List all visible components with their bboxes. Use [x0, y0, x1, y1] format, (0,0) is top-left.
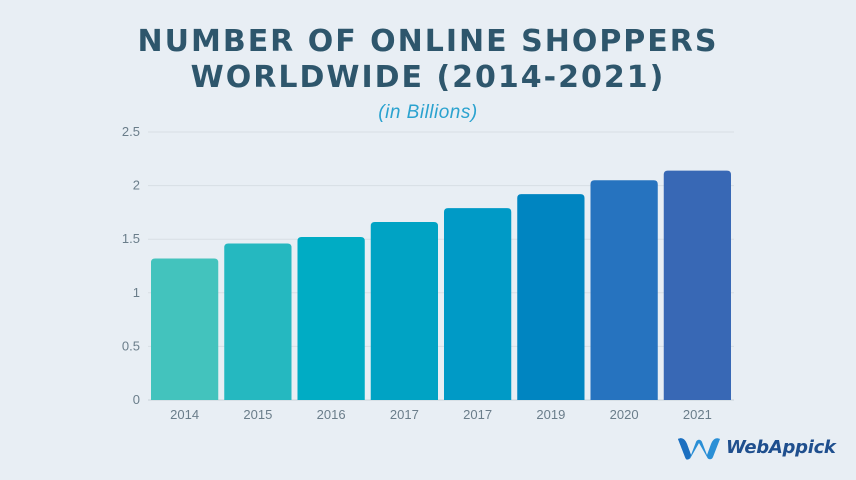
bar: [663, 170, 731, 400]
y-tick-label: 0.5: [122, 338, 140, 353]
y-tick-label: 0: [133, 392, 140, 407]
wave-w-icon: [678, 438, 720, 460]
bar: [151, 258, 219, 400]
x-tick-label: 2021: [683, 407, 712, 422]
x-tick-label: 2017: [463, 407, 492, 422]
bar: [297, 237, 365, 400]
x-tick-label: 2016: [317, 407, 346, 422]
chart-title-line-2: WORLDWIDE (2014-2021): [190, 60, 666, 95]
bar: [590, 180, 658, 400]
y-tick-label: 2: [133, 178, 140, 193]
bars: [151, 170, 731, 400]
bar: [224, 243, 292, 400]
webappick-logo[interactable]: WebAppick: [676, 432, 836, 462]
y-axis: 0 0.5 1 1.5 2 2.5: [122, 124, 140, 407]
bar: [444, 208, 512, 400]
x-tick-label: 2019: [536, 407, 565, 422]
x-axis: 2014 2015 2016 2017 2017 2019 2020 2021: [170, 407, 712, 422]
y-tick-label: 1: [133, 285, 140, 300]
chart-title-line-1: NUMBER OF ONLINE SHOPPERS: [137, 24, 719, 59]
y-tick-label: 1.5: [122, 231, 140, 246]
x-tick-label: 2020: [610, 407, 639, 422]
y-tick-label: 2.5: [122, 124, 140, 139]
bar: [517, 194, 585, 400]
logo-text: WebAppick: [726, 436, 836, 458]
chart-subtitle: (in Billions): [378, 102, 478, 123]
bar: [370, 222, 438, 400]
x-tick-label: 2015: [243, 407, 272, 422]
chart-title: NUMBER OF ONLINE SHOPPERS WORLDWIDE (201…: [0, 24, 856, 96]
x-tick-label: 2014: [170, 407, 199, 422]
x-tick-label: 2017: [390, 407, 419, 422]
